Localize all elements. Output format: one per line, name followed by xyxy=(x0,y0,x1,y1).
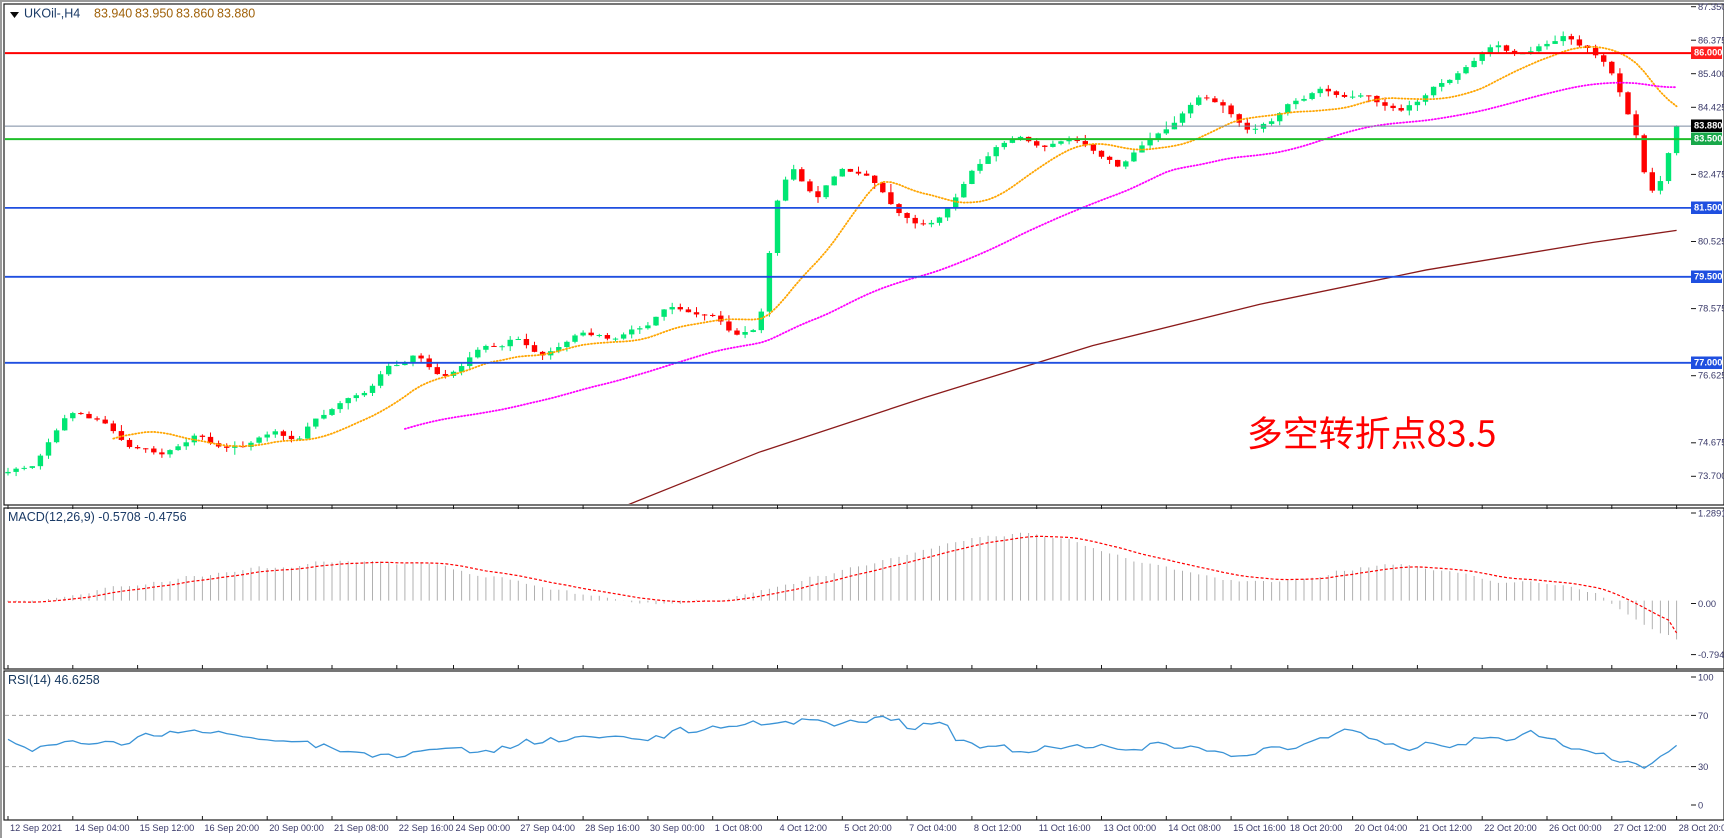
svg-text:1.2891: 1.2891 xyxy=(1698,509,1724,519)
svg-text:81.500: 81.500 xyxy=(1694,203,1722,213)
svg-text:UKOil-,H4: UKOil-,H4 xyxy=(24,7,80,21)
svg-text:70: 70 xyxy=(1698,711,1708,721)
svg-text:0.00: 0.00 xyxy=(1698,599,1716,609)
svg-text:28 Oct 20:00: 28 Oct 20:00 xyxy=(1679,823,1724,833)
svg-text:13 Oct 00:00: 13 Oct 00:00 xyxy=(1104,823,1157,833)
svg-text:83.500: 83.500 xyxy=(1694,134,1722,144)
svg-text:0: 0 xyxy=(1698,801,1703,811)
svg-text:11 Oct 16:00: 11 Oct 16:00 xyxy=(1039,823,1091,833)
svg-text:7 Oct 04:00: 7 Oct 04:00 xyxy=(909,823,957,833)
svg-text:22 Oct 20:00: 22 Oct 20:00 xyxy=(1484,823,1537,833)
svg-text:22 Sep 16:00: 22 Sep 16:00 xyxy=(399,823,454,833)
svg-text:18 Oct 20:00: 18 Oct 20:00 xyxy=(1290,823,1343,833)
svg-text:74.675: 74.675 xyxy=(1698,438,1724,448)
svg-text:83.860: 83.860 xyxy=(176,7,214,21)
svg-text:21 Sep 08:00: 21 Sep 08:00 xyxy=(334,823,389,833)
svg-text:RSI(14) 46.6258: RSI(14) 46.6258 xyxy=(8,673,100,687)
svg-text:多空转折点83.5: 多空转折点83.5 xyxy=(1247,406,1497,458)
svg-text:30 Sep 00:00: 30 Sep 00:00 xyxy=(650,823,705,833)
svg-text:83.950: 83.950 xyxy=(135,7,173,21)
svg-text:24 Sep 00:00: 24 Sep 00:00 xyxy=(456,823,511,833)
svg-text:85.400: 85.400 xyxy=(1698,69,1724,79)
svg-text:86.375: 86.375 xyxy=(1698,36,1724,46)
svg-text:79.500: 79.500 xyxy=(1694,272,1722,282)
svg-text:4 Oct 12:00: 4 Oct 12:00 xyxy=(780,823,828,833)
svg-text:MACD(12,26,9) -0.5708 -0.4756: MACD(12,26,9) -0.5708 -0.4756 xyxy=(8,510,187,524)
svg-text:20 Oct 04:00: 20 Oct 04:00 xyxy=(1355,823,1408,833)
svg-text:100: 100 xyxy=(1698,673,1714,683)
svg-text:83.880: 83.880 xyxy=(1694,121,1722,131)
svg-text:20 Sep 00:00: 20 Sep 00:00 xyxy=(269,823,324,833)
svg-text:83.940: 83.940 xyxy=(94,7,132,21)
svg-text:78.575: 78.575 xyxy=(1698,304,1724,314)
svg-text:82.475: 82.475 xyxy=(1698,170,1724,180)
svg-text:76.625: 76.625 xyxy=(1698,371,1724,381)
svg-text:21 Oct 12:00: 21 Oct 12:00 xyxy=(1419,823,1472,833)
svg-text:30: 30 xyxy=(1698,762,1708,772)
svg-text:12 Sep 2021: 12 Sep 2021 xyxy=(10,823,62,833)
svg-text:84.425: 84.425 xyxy=(1698,103,1724,113)
svg-text:77.000: 77.000 xyxy=(1694,358,1722,368)
svg-text:83.880: 83.880 xyxy=(217,7,255,21)
svg-text:87.350: 87.350 xyxy=(1698,2,1724,12)
svg-text:26 Oct 00:00: 26 Oct 00:00 xyxy=(1549,823,1602,833)
svg-text:80.525: 80.525 xyxy=(1698,237,1724,247)
svg-text:8 Oct 12:00: 8 Oct 12:00 xyxy=(974,823,1022,833)
svg-text:15 Sep 12:00: 15 Sep 12:00 xyxy=(140,823,195,833)
svg-text:28 Sep 16:00: 28 Sep 16:00 xyxy=(585,823,640,833)
svg-text:16 Sep 20:00: 16 Sep 20:00 xyxy=(204,823,259,833)
svg-text:27 Oct 12:00: 27 Oct 12:00 xyxy=(1614,823,1667,833)
svg-text:5 Oct 20:00: 5 Oct 20:00 xyxy=(844,823,892,833)
svg-text:15 Oct 16:00: 15 Oct 16:00 xyxy=(1233,823,1286,833)
svg-text:1 Oct 08:00: 1 Oct 08:00 xyxy=(715,823,763,833)
svg-text:14 Sep 04:00: 14 Sep 04:00 xyxy=(75,823,130,833)
svg-text:73.700: 73.700 xyxy=(1698,471,1724,481)
svg-text:27 Sep 04:00: 27 Sep 04:00 xyxy=(520,823,575,833)
svg-text:14 Oct 08:00: 14 Oct 08:00 xyxy=(1168,823,1221,833)
svg-text:86.000: 86.000 xyxy=(1694,48,1722,58)
